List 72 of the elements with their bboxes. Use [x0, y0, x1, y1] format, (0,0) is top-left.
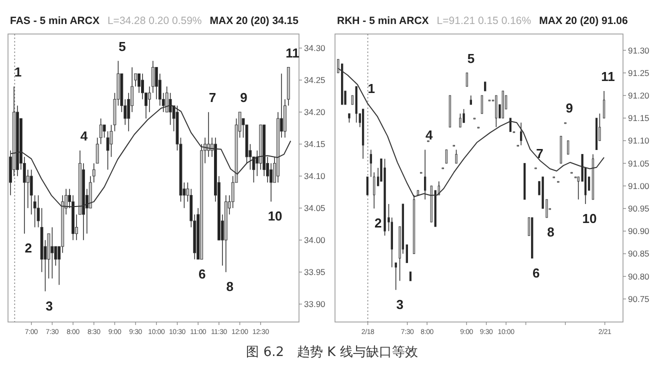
- y-tick-label: 91.00: [628, 180, 650, 191]
- y-tick-label: 90.90: [628, 226, 650, 236]
- candlestick: [470, 95, 472, 105]
- chart-title: RKH - 5 min ARCX: [337, 15, 429, 27]
- candlestick: [520, 122, 522, 146]
- annotation: 4: [80, 128, 88, 144]
- caption: 图 6.2 趋势 K 线与缺口等效: [246, 345, 418, 360]
- y-tick-label: 90.85: [628, 248, 650, 259]
- candlestick: [207, 112, 210, 158]
- y-tick-label: 34.05: [304, 203, 326, 214]
- y-tick-label: 34.30: [304, 43, 326, 54]
- annotation: 5: [118, 38, 126, 54]
- y-tick-label: 90.95: [628, 204, 650, 214]
- candlestick: [495, 95, 498, 128]
- y-tick-label: 91.15: [628, 113, 650, 124]
- annotation: 9: [566, 100, 573, 116]
- annotation: 8: [226, 279, 234, 294]
- y-tick-label: 34.00: [304, 235, 326, 246]
- y-tick-label: 33.95: [304, 267, 326, 278]
- annotation: 3: [46, 298, 53, 314]
- chart-title: FAS - 5 min ARCX: [10, 15, 100, 27]
- candlestick: [602, 90, 606, 118]
- annotation: 2: [374, 216, 382, 231]
- candlestick: [466, 72, 468, 87]
- candlestick: [394, 262, 397, 290]
- annotation: 8: [547, 224, 554, 240]
- candlestick: [462, 108, 465, 124]
- candlestick: [348, 113, 350, 124]
- candlestick: [459, 113, 462, 128]
- candlestick: [50, 226, 54, 279]
- y-tick-label: 91.25: [628, 68, 650, 78]
- candlestick: [409, 271, 412, 282]
- candlestick: [445, 149, 448, 164]
- annotation: 6: [198, 266, 206, 282]
- annotation: 7: [208, 90, 216, 106]
- annotation: 10: [268, 208, 282, 224]
- candlestick: [102, 124, 106, 138]
- candlestick: [366, 176, 368, 196]
- y-tick-label: 91.10: [628, 136, 650, 146]
- y-tick-label: 90.75: [628, 294, 650, 304]
- y-tick-label: 91.30: [628, 45, 650, 56]
- chart-subtitle: L=91.21 0.15 0.16%: [436, 15, 532, 27]
- y-tick-label: 34.10: [304, 171, 326, 182]
- annotation: 4: [425, 128, 434, 143]
- text: MAX 20 (20) 34.15: [210, 15, 299, 27]
- annotation: 5: [467, 50, 475, 66]
- y-tick-label: 90.80: [628, 271, 650, 282]
- y-tick-label: 91.20: [628, 90, 650, 100]
- y-tick-label: 91.05: [628, 158, 650, 168]
- annotation: 3: [396, 296, 404, 312]
- chart-subtitle: L=34.28 0.20 0.59%: [107, 15, 202, 27]
- annotation: 1: [368, 81, 376, 96]
- candlestick: [484, 82, 486, 92]
- annotation: 2: [24, 240, 32, 256]
- y-tick-label: 33.90: [304, 299, 326, 310]
- y-tick-label: 34.15: [304, 139, 326, 150]
- annotation: 9: [240, 90, 248, 106]
- candlestick: [455, 149, 458, 164]
- candlestick: [480, 95, 484, 114]
- annotation: 11: [286, 45, 300, 60]
- annotation: 7: [536, 146, 544, 161]
- y-tick-label: 34.25: [304, 75, 326, 86]
- candlestick: [33, 194, 36, 228]
- annotation: 6: [532, 265, 540, 280]
- annotation: 11: [601, 68, 615, 84]
- y-tick-label: 34.20: [304, 107, 326, 118]
- candlestick: [99, 118, 102, 144]
- annotation: 1: [14, 64, 22, 80]
- candlestick: [30, 169, 33, 215]
- text: MAX 20 (20) 91.06: [539, 15, 628, 27]
- candlestick: [567, 140, 570, 155]
- annotation: 10: [582, 210, 597, 226]
